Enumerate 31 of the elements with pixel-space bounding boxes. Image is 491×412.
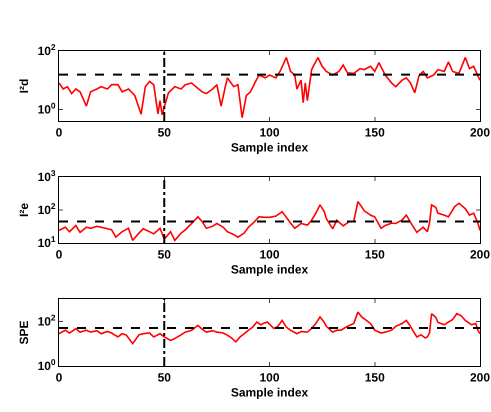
x-tick-label: 150 bbox=[364, 370, 386, 384]
x-tick-label: 50 bbox=[158, 370, 172, 384]
x-tick-label: 200 bbox=[470, 247, 490, 262]
x-tick-label: 0 bbox=[56, 370, 63, 384]
y-tick-label: 10$^{1}$ bbox=[38, 234, 56, 250]
x-tick-label: 150 bbox=[364, 125, 386, 140]
x-axis-title: Sample index bbox=[230, 140, 308, 154]
x-axis-title: Sample index bbox=[230, 262, 308, 276]
x-tick-label: 50 bbox=[158, 247, 172, 262]
x-tick-label: 200 bbox=[470, 125, 490, 140]
y-axis-title: SPE bbox=[16, 320, 31, 345]
x-tick-label: 200 bbox=[470, 370, 490, 384]
line-series bbox=[59, 56, 480, 118]
x-tick-label: 0 bbox=[56, 247, 63, 262]
y-tick-label: 10$^{2}$ bbox=[38, 312, 56, 329]
y-tick-label: 10$^{2}$ bbox=[38, 201, 56, 218]
y-axis-title: I²d bbox=[16, 78, 31, 94]
x-axis-title: Sample index bbox=[230, 385, 308, 400]
x-tick-label: 150 bbox=[364, 247, 386, 262]
line-series bbox=[59, 311, 480, 344]
line-series bbox=[59, 200, 480, 242]
x-tick-label: 100 bbox=[259, 125, 280, 140]
y-tick-label: 10$^{3}$ bbox=[38, 168, 56, 184]
x-tick-label: 50 bbox=[158, 125, 172, 140]
y-tick-label: 10$^{2}$ bbox=[38, 42, 56, 58]
x-tick-label: 100 bbox=[259, 247, 280, 262]
y-axis-title: I²e bbox=[16, 202, 31, 218]
y-tick-label: 10$^{0}$ bbox=[38, 357, 56, 374]
x-tick-label: 0 bbox=[56, 125, 63, 140]
x-tick-label: 100 bbox=[259, 370, 280, 384]
y-tick-label: 10$^{0}$ bbox=[38, 100, 56, 117]
